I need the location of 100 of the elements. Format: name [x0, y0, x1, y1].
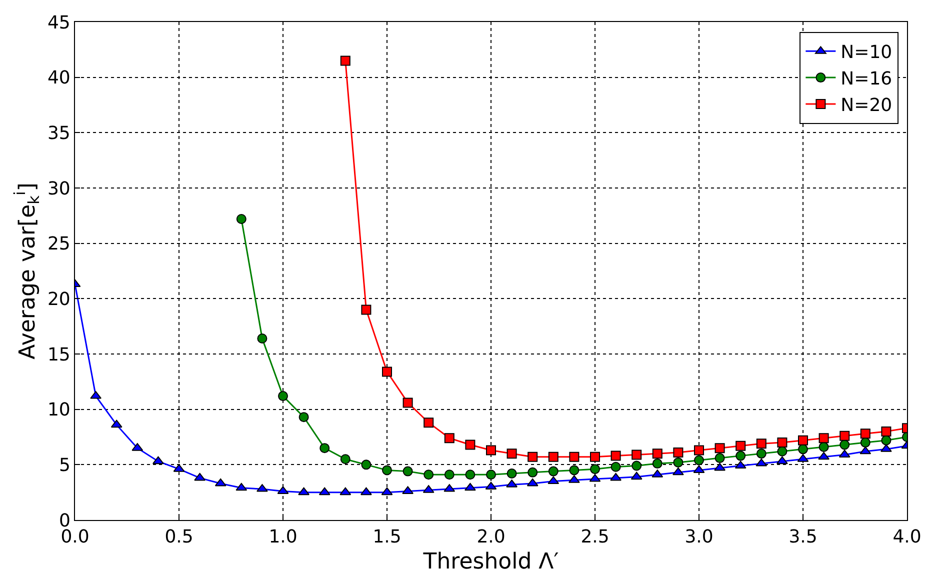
point — [860, 446, 872, 454]
point — [736, 450, 746, 461]
point — [528, 452, 538, 462]
point — [110, 420, 122, 428]
point — [652, 448, 662, 459]
point — [194, 472, 206, 481]
point — [610, 450, 621, 461]
point — [548, 466, 558, 476]
point — [444, 433, 454, 444]
y-tick-label: 30 — [47, 178, 70, 200]
legend-label: N=20 — [840, 94, 892, 116]
point — [840, 440, 850, 450]
y-tick-label: 5 — [58, 454, 70, 476]
y-tick-label: 10 — [47, 400, 70, 421]
point — [548, 476, 560, 484]
point — [632, 460, 642, 471]
x-tick-label: 1.5 — [372, 526, 402, 548]
point — [590, 464, 600, 474]
x-tick-label: 2.0 — [476, 526, 506, 548]
point — [464, 482, 476, 491]
point — [236, 214, 246, 224]
point — [632, 450, 642, 460]
y-tick-label: 25 — [47, 234, 70, 255]
point — [672, 467, 684, 476]
point — [320, 443, 330, 454]
y-tick-label: 15 — [47, 344, 70, 366]
point — [881, 426, 892, 436]
point — [694, 445, 704, 456]
point — [714, 443, 725, 454]
point — [528, 467, 538, 478]
point — [298, 412, 309, 422]
point — [444, 470, 454, 480]
point — [673, 447, 684, 458]
point — [860, 428, 870, 439]
point — [777, 438, 788, 448]
point — [756, 448, 766, 459]
point — [486, 445, 496, 456]
point — [714, 462, 726, 471]
point — [569, 465, 580, 476]
point — [736, 440, 746, 451]
point — [382, 366, 392, 377]
point — [881, 435, 892, 446]
x-tick-label: 3.0 — [684, 526, 714, 548]
point — [673, 457, 684, 468]
point — [548, 452, 558, 462]
point — [506, 468, 517, 479]
point — [402, 466, 413, 476]
point — [777, 446, 788, 456]
y-tick-label: 45 — [47, 12, 70, 34]
point — [361, 304, 372, 315]
point — [424, 418, 434, 428]
point — [714, 453, 725, 464]
point — [402, 398, 413, 408]
point — [152, 456, 164, 464]
point — [694, 455, 704, 466]
point — [818, 433, 829, 444]
point — [860, 438, 870, 448]
y-tick-label: 20 — [47, 288, 70, 310]
point — [318, 487, 330, 496]
point — [361, 460, 372, 470]
point — [630, 472, 642, 480]
point — [340, 487, 352, 496]
legend-label: N=16 — [840, 68, 892, 90]
point — [340, 454, 350, 464]
point — [381, 487, 393, 496]
point — [798, 444, 808, 454]
x-tick-label: 3.5 — [788, 526, 818, 548]
point — [840, 430, 850, 441]
y-tick-label: 35 — [47, 122, 70, 144]
x-tick-label: 2.5 — [580, 526, 610, 548]
x-tick-label: 0.0 — [60, 526, 90, 548]
point — [756, 438, 766, 449]
point — [590, 452, 600, 462]
point — [569, 452, 580, 462]
point — [382, 465, 392, 476]
point — [486, 470, 496, 480]
point — [818, 452, 830, 460]
point — [424, 470, 434, 480]
x-tick-label: 1.0 — [268, 526, 298, 548]
point — [526, 478, 538, 486]
legend-label: N=10 — [840, 42, 892, 64]
y-tick-label: 40 — [47, 68, 70, 89]
point — [798, 435, 808, 446]
point — [465, 470, 476, 480]
x-tick-label: 4.0 — [892, 526, 922, 548]
point — [610, 472, 622, 481]
point — [776, 456, 788, 464]
point — [734, 460, 746, 469]
point — [610, 462, 621, 472]
point — [818, 442, 829, 452]
point — [360, 487, 372, 496]
point — [340, 56, 350, 66]
point — [214, 478, 226, 486]
point — [652, 458, 662, 469]
x-tick-label: 0.5 — [164, 526, 194, 548]
point — [236, 482, 248, 491]
point — [465, 440, 476, 450]
point — [298, 487, 310, 496]
x-axis-title: Threshold Λ′ — [422, 550, 559, 574]
point — [506, 448, 517, 459]
